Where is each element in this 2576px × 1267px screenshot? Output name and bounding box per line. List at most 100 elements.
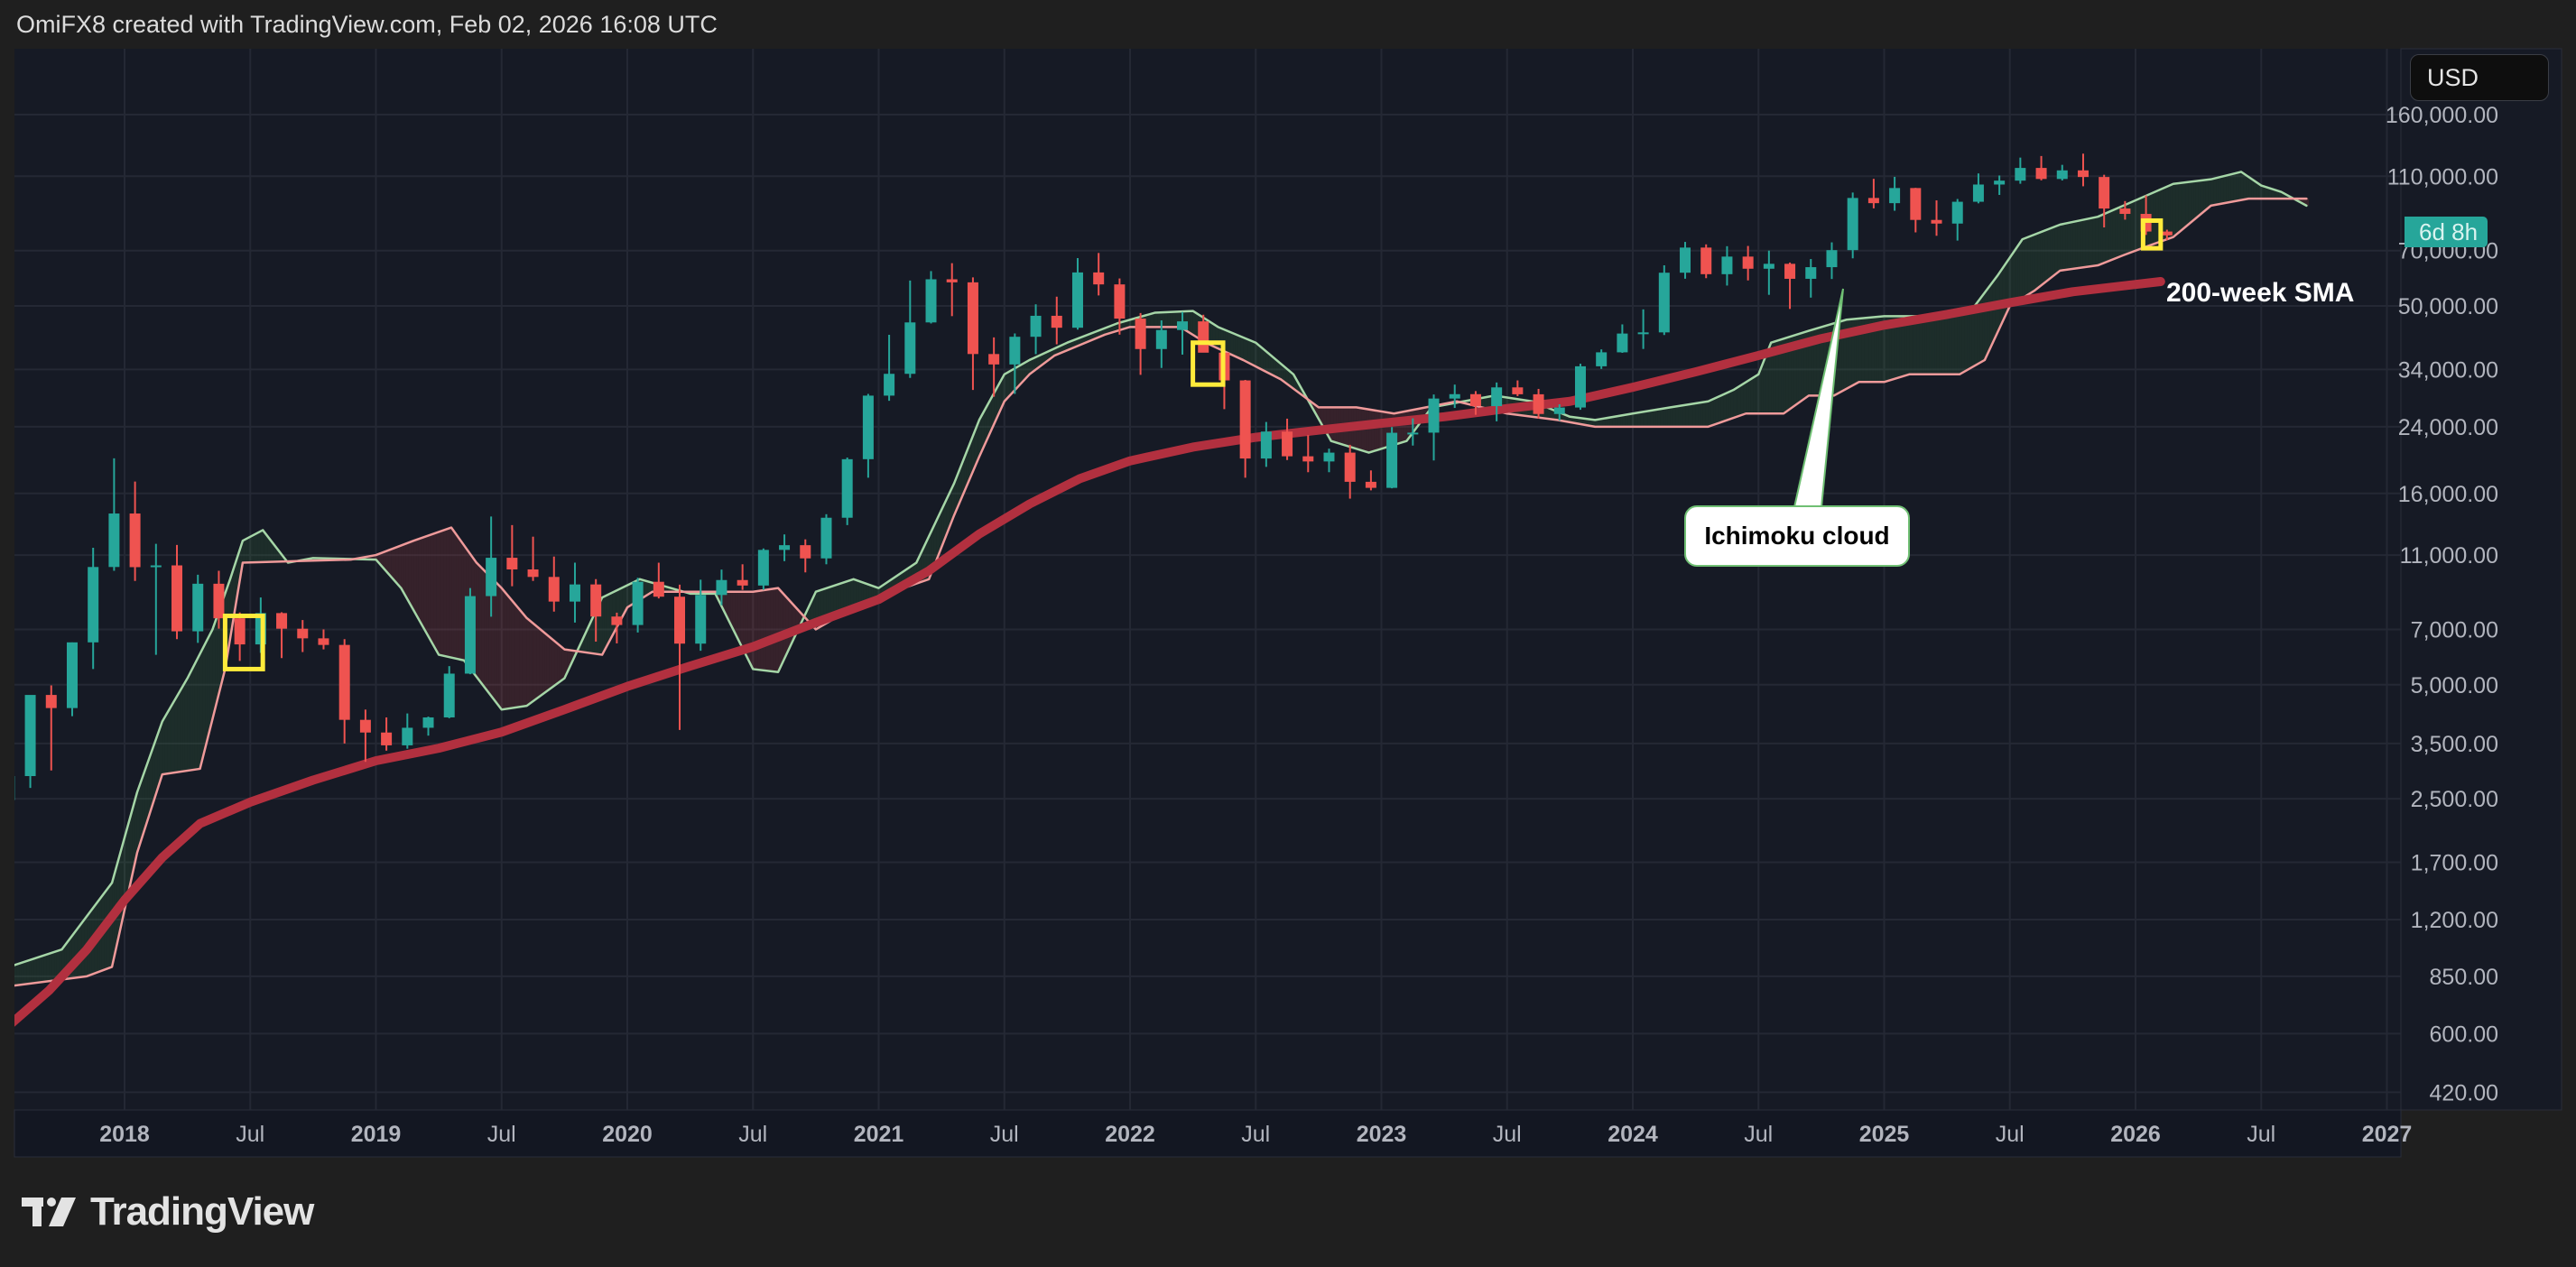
cloud-segment	[2278, 190, 2282, 199]
cloud-segment	[866, 583, 869, 603]
cloud-segment	[170, 704, 172, 773]
price-tick-label: 24,000.00	[2398, 415, 2498, 440]
cloud-segment	[1791, 335, 1794, 409]
time-axis[interactable]	[14, 1109, 2402, 1158]
time-axis-labels: 2018 Jul 2019 Jul 2020 Jul 2021 Jul 2022 Jul 2023 J…	[99, 1122, 2412, 1147]
cloud-segment	[26, 960, 30, 985]
cloud-segment	[2120, 206, 2124, 257]
cloud-segment	[747, 591, 751, 664]
cloud-segment	[1032, 357, 1035, 373]
cloud-segment	[187, 673, 190, 771]
cloud-segment	[981, 411, 985, 451]
candle	[1155, 320, 1167, 368]
cloud-segment	[393, 547, 396, 583]
cloud-segment	[783, 593, 786, 661]
cloud-segment	[1275, 359, 1279, 378]
cloud-segment	[31, 958, 34, 984]
candle	[695, 579, 707, 652]
tradingview-logo[interactable]: TradingView	[22, 1189, 314, 1235]
cloud-segment	[1130, 319, 1133, 328]
cloud-segment	[1001, 374, 1005, 407]
candle	[338, 639, 350, 744]
cloud-segment	[850, 578, 854, 609]
cloud-segment	[1154, 312, 1158, 328]
candle-body	[1972, 184, 1984, 202]
candle-body	[1386, 432, 1398, 488]
cloud-segment	[1901, 316, 1904, 377]
cloud-segment	[197, 653, 200, 770]
candle	[1071, 257, 1083, 330]
cloud-segment	[2070, 221, 2073, 270]
candle-body	[653, 581, 664, 597]
cloud-segment	[1949, 312, 1952, 375]
cloud-segment	[199, 649, 203, 769]
cloud-segment	[1233, 333, 1236, 357]
candle-body	[2119, 208, 2131, 215]
candle-body	[88, 567, 99, 643]
cloud-segment	[129, 810, 133, 887]
candle	[1491, 382, 1503, 421]
cloud-segment	[1984, 289, 1988, 360]
cloud-segment	[1670, 406, 1673, 427]
currency-button[interactable]: USD	[2410, 54, 2549, 101]
cloud-segment	[504, 590, 507, 709]
cloud-segment	[1067, 341, 1070, 351]
candle-body	[1198, 321, 1209, 353]
cloud-segment	[592, 613, 595, 654]
candle	[1177, 311, 1189, 355]
cloud-segment	[39, 956, 42, 983]
candle-body	[318, 638, 329, 645]
cloud-segment	[1867, 317, 1869, 383]
cloud-segment	[1884, 316, 1887, 383]
candle-body	[1910, 188, 1922, 220]
time-tick-label: 2022	[1105, 1122, 1155, 1147]
cloud-segment	[1736, 386, 1738, 418]
cloud-segment	[207, 634, 210, 739]
cloud-segment	[273, 542, 276, 562]
time-tick-label: 2021	[854, 1122, 904, 1147]
cloud-segment	[1657, 409, 1661, 427]
cloud-segment	[1922, 316, 1925, 375]
candle	[1700, 244, 1712, 279]
candle-body	[1680, 247, 1691, 273]
cloud-segment	[177, 691, 181, 772]
cloud-segment	[2032, 234, 2035, 292]
cloud-segment	[237, 548, 241, 594]
cloud-segment	[1974, 302, 1978, 366]
price-tick-label: 34,000.00	[2398, 357, 2498, 383]
cloud-segment	[1577, 417, 1580, 424]
cloud-segment	[1785, 337, 1789, 412]
cloud-segment	[421, 537, 424, 628]
cloud-segment	[212, 622, 216, 719]
cloud-segment	[1781, 338, 1784, 414]
candle-body	[1239, 380, 1251, 459]
cloud-segment	[2218, 176, 2221, 205]
cloud-segment	[74, 929, 78, 978]
price-axis[interactable]	[2400, 48, 2562, 1111]
cloud-segment	[51, 951, 55, 981]
cloud-segment	[1771, 341, 1774, 414]
cloud-segment	[1147, 314, 1151, 328]
cloud-segment	[853, 578, 857, 608]
candle-body	[841, 458, 853, 518]
candle-body	[45, 695, 57, 708]
cloud-segment	[1188, 310, 1191, 334]
cloud-segment	[1967, 310, 1970, 371]
cloud-segment	[767, 588, 771, 671]
plot-area[interactable]	[14, 49, 2401, 1110]
cloud-segment	[1039, 354, 1042, 367]
cloud-segment	[2072, 221, 2076, 269]
cloud-segment	[423, 536, 427, 633]
candle	[1260, 421, 1272, 467]
cloud-segment	[1034, 356, 1037, 371]
cloud-segment	[154, 735, 158, 799]
cloud-segment	[524, 615, 527, 707]
cloud-segment	[587, 624, 590, 653]
candle	[1030, 304, 1042, 355]
cloud-segment	[1401, 412, 1404, 443]
candle-body	[1889, 188, 1901, 204]
cloud-segment	[1364, 408, 1367, 452]
cloud-segment	[629, 582, 633, 606]
candle	[108, 458, 120, 571]
